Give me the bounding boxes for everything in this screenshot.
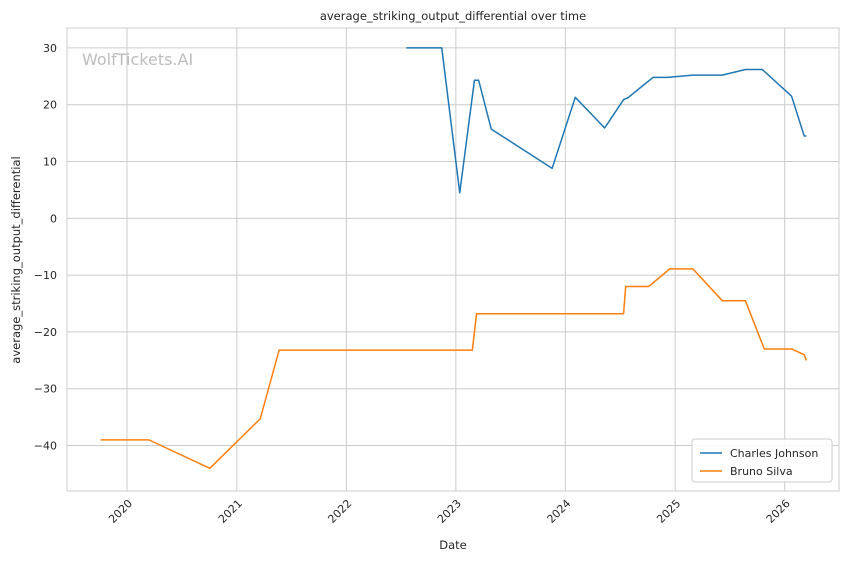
watermark-text: WolfTickets.AI: [82, 50, 193, 69]
y-tick-label: 30: [43, 42, 57, 55]
series-line-1: [100, 268, 808, 470]
series-layer: [100, 47, 808, 470]
legend-label: Charles Johnson: [730, 447, 818, 460]
y-tick-label: −10: [34, 269, 57, 282]
y-tick-label: −20: [34, 326, 57, 339]
legend: Charles Johnson Bruno Silva: [691, 438, 833, 483]
chart-title: average_striking_output_differential ove…: [320, 9, 586, 23]
x-axis-title: Date: [439, 538, 467, 552]
y-tick-labels: 30 20 10 0 −10 −20 −30 −40: [34, 42, 57, 453]
grid-lines: [67, 28, 839, 491]
y-tick-label: 20: [43, 99, 57, 112]
y-tick-label: −40: [34, 440, 57, 453]
y-tick-label: −30: [34, 383, 57, 396]
y-tick-label: 0: [50, 212, 57, 225]
legend-label: Bruno Silva: [730, 465, 793, 478]
plot-frame: [66, 27, 840, 492]
series-line-0: [406, 47, 807, 194]
y-tick-label: 10: [43, 156, 57, 169]
legend-box: [691, 438, 833, 483]
y-axis-title: average_striking_output_differential: [9, 156, 23, 363]
